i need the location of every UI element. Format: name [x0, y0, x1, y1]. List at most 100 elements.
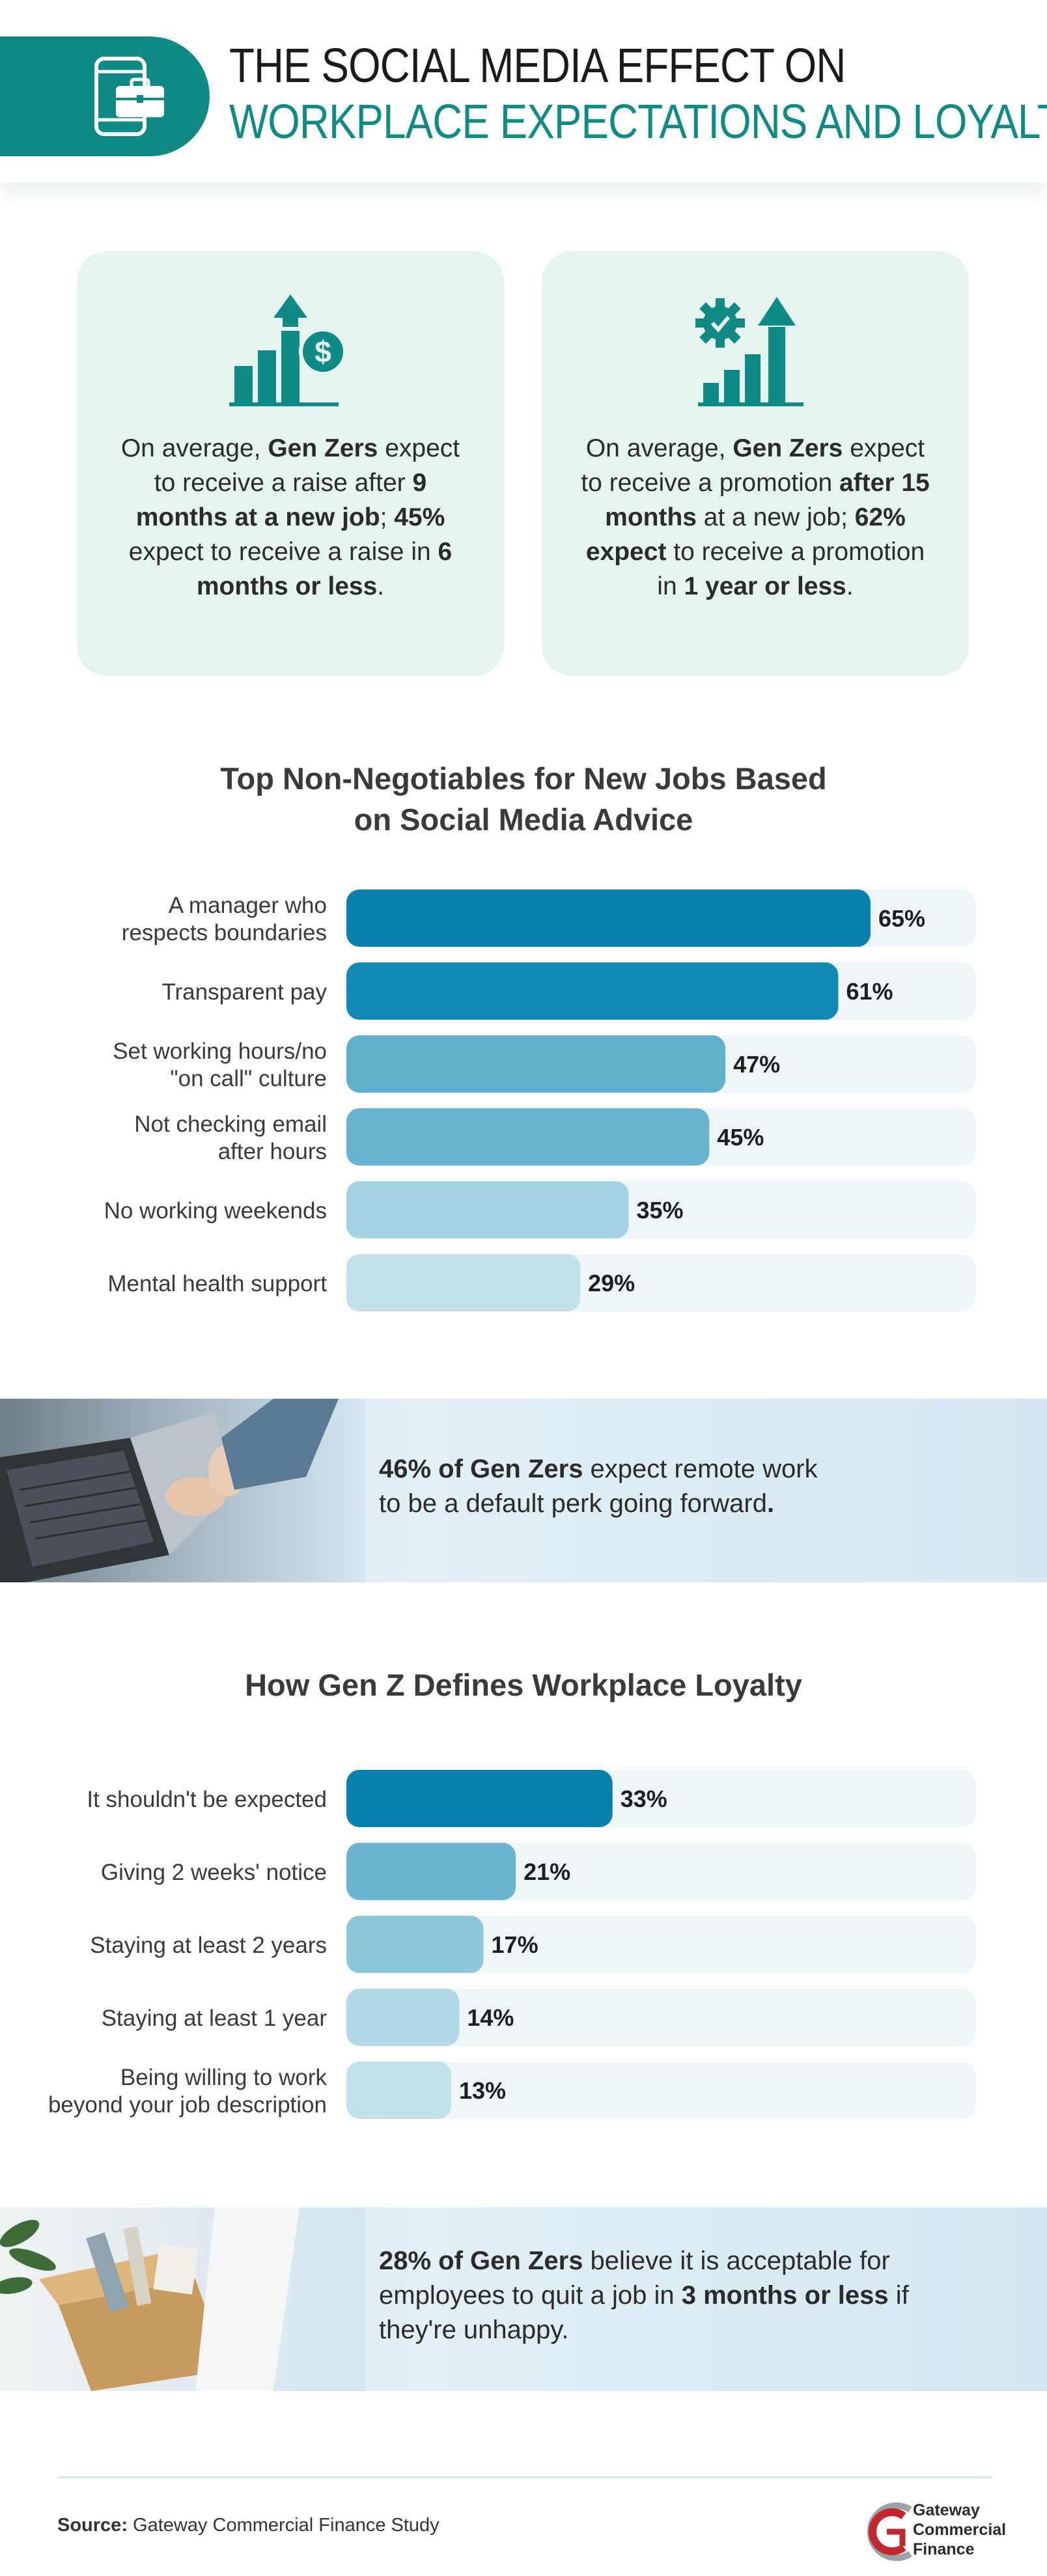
page-title-line-1: THE SOCIAL MEDIA EFFECT ON [229, 38, 846, 92]
remote-work-callout-text: 46% of Gen Zers expect remote work to be … [379, 1452, 818, 1521]
header: THE SOCIAL MEDIA EFFECT ON WORKPLACE EXP… [0, 0, 1047, 182]
quit-job-callout-text: 28% of Gen Zers believe it is acceptable… [379, 2244, 909, 2347]
bar-value-label: 14% [467, 2004, 514, 2031]
bar [346, 889, 871, 947]
text-run: to receive a promotion in [657, 538, 925, 600]
bar [346, 1989, 460, 2046]
bar-row: 17% Staying at least 2 years [90, 1916, 975, 1973]
text-run: . [846, 572, 854, 600]
category-label: It shouldn't be expected [87, 1787, 327, 1812]
text-run: 9 months at a new job [135, 469, 427, 531]
category-label: respects boundaries [122, 920, 327, 945]
chart-2-title: How Gen Z Defines Workplace Loyalty [0, 1664, 1047, 1705]
svg-text:$: $ [314, 335, 331, 369]
category-label: Set working hours/no [113, 1039, 327, 1064]
text-run: expect to receive a raise after [154, 434, 460, 497]
chart-1-title-line-1: Top Non-Negotiables for New Jobs Based [220, 761, 827, 796]
raise-stat-text: On average, Gen Zers expect to receive a… [116, 431, 465, 604]
bar-value-label: 61% [846, 978, 893, 1005]
source-text: Gateway Commercial Finance Study [127, 2515, 440, 2536]
category-label: beyond your job description [48, 2092, 327, 2118]
text-run: Gen Zers [268, 434, 378, 462]
chart-1-title: Top Non-Negotiables for New Jobs Based o… [0, 758, 1047, 840]
briefcase-phone-icon [94, 57, 164, 136]
bar-value-label: 13% [459, 2077, 506, 2104]
bar [346, 1181, 629, 1239]
bar-value-label: 33% [621, 1785, 667, 1812]
logo-line-1: Gateway [913, 2501, 980, 2519]
bar-value-label: 35% [636, 1197, 683, 1224]
bar-row: 61% Transparent pay [161, 962, 975, 1020]
category-label: Giving 2 weeks' notice [101, 1860, 327, 1885]
raise-stat-card: $ On average, Gen Zers expect to receive… [77, 251, 504, 676]
workplace-loyalty-bar-chart: 33% It shouldn't be expected 21% Giving 2 w… [48, 1770, 975, 2119]
text-run: to be a default perk going forward [379, 1489, 767, 1518]
bar [346, 962, 839, 1020]
footer-divider [57, 2476, 992, 2478]
text-run: On average, [585, 434, 733, 462]
chart-1-title-line-2: on Social Media Advice [354, 802, 693, 837]
text-run: expect remote work [583, 1455, 818, 1483]
text-run: 3 months or less [681, 2281, 889, 2310]
logo-line-2: Commercial [913, 2521, 1007, 2539]
text-run: Gen Zers [733, 434, 843, 462]
laptop-hands-photo [0, 1399, 365, 1582]
text-run: at a new job; [696, 503, 855, 531]
bar-track [346, 1916, 975, 1973]
bar-row: 14% Staying at least 1 year [102, 1989, 975, 2046]
text-run: believe it is acceptable for [583, 2247, 890, 2275]
page-title-line-2: WORKPLACE EXPECTATIONS AND LOYALTY [229, 94, 1047, 148]
bar [346, 1770, 613, 1827]
text-run: 6 months or less [196, 538, 453, 600]
source-note: Source: Gateway Commercial Finance Study [57, 2515, 440, 2536]
bar-row: 35% No working weekends [104, 1181, 975, 1239]
promotion-stat-card: On average, Gen Zers expect to receive a… [542, 251, 969, 676]
bar-row: 47% Set working hours/no"on call" culture [113, 1035, 975, 1093]
bar-value-label: 21% [524, 1858, 570, 1885]
text-run: 45% [394, 503, 445, 531]
text-run: after 15 months [605, 469, 930, 531]
text-run: if [888, 2281, 909, 2310]
category-label: Staying at least 2 years [90, 1933, 327, 1958]
bar [346, 2062, 451, 2119]
logo-line-3: Finance [913, 2540, 975, 2558]
text-run: On average, [120, 434, 268, 462]
bar [346, 1843, 516, 1900]
text-run: . [377, 572, 385, 600]
bar-track [346, 1989, 975, 2046]
bar-value-label: 17% [492, 1931, 538, 1958]
text-run: they're unhappy. [379, 2316, 569, 2344]
box-of-belongings-photo [0, 2207, 365, 2391]
text-run: employees to quit a job in [379, 2281, 682, 2310]
raise-chart-icon: $ [229, 294, 347, 406]
category-label: Staying at least 1 year [102, 2006, 328, 2031]
text-run: expect to receive a raise in [128, 538, 438, 566]
remote-work-callout: 46% of Gen Zers expect remote work to be … [0, 1399, 1047, 1582]
category-label: A manager who [169, 893, 327, 918]
logo-wordmark: Gateway Commercial Finance [913, 2500, 1006, 2559]
category-label: Transparent pay [161, 979, 327, 1005]
category-label: Mental health support [107, 1271, 327, 1296]
text-run: . [766, 1489, 775, 1518]
text-run: expect to receive a promotion [581, 434, 925, 497]
gateway-logo-icon [867, 2502, 912, 2561]
text-run: 28% of Gen Zers [379, 2247, 583, 2275]
bar-row: 21% Giving 2 weeks' notice [101, 1843, 975, 1900]
bar [346, 1916, 484, 1973]
promotion-gear-icon [695, 297, 803, 406]
chart-2-title-line-1: How Gen Z Defines Workplace Loyalty [245, 1668, 802, 1702]
promotion-stat-text: On average, Gen Zers expect to receive a… [581, 431, 930, 604]
source-label: Source: [57, 2515, 128, 2536]
bar-row: 33% It shouldn't be expected [87, 1770, 975, 1827]
text-run: 46% of Gen Zers [379, 1455, 583, 1483]
header-tab [0, 36, 210, 156]
category-label: Being willing to work [120, 2065, 328, 2090]
text-run: 62% expect [585, 503, 906, 566]
bar-value-label: 65% [878, 905, 925, 932]
bar [346, 1108, 710, 1166]
text-run: ; [380, 503, 395, 531]
